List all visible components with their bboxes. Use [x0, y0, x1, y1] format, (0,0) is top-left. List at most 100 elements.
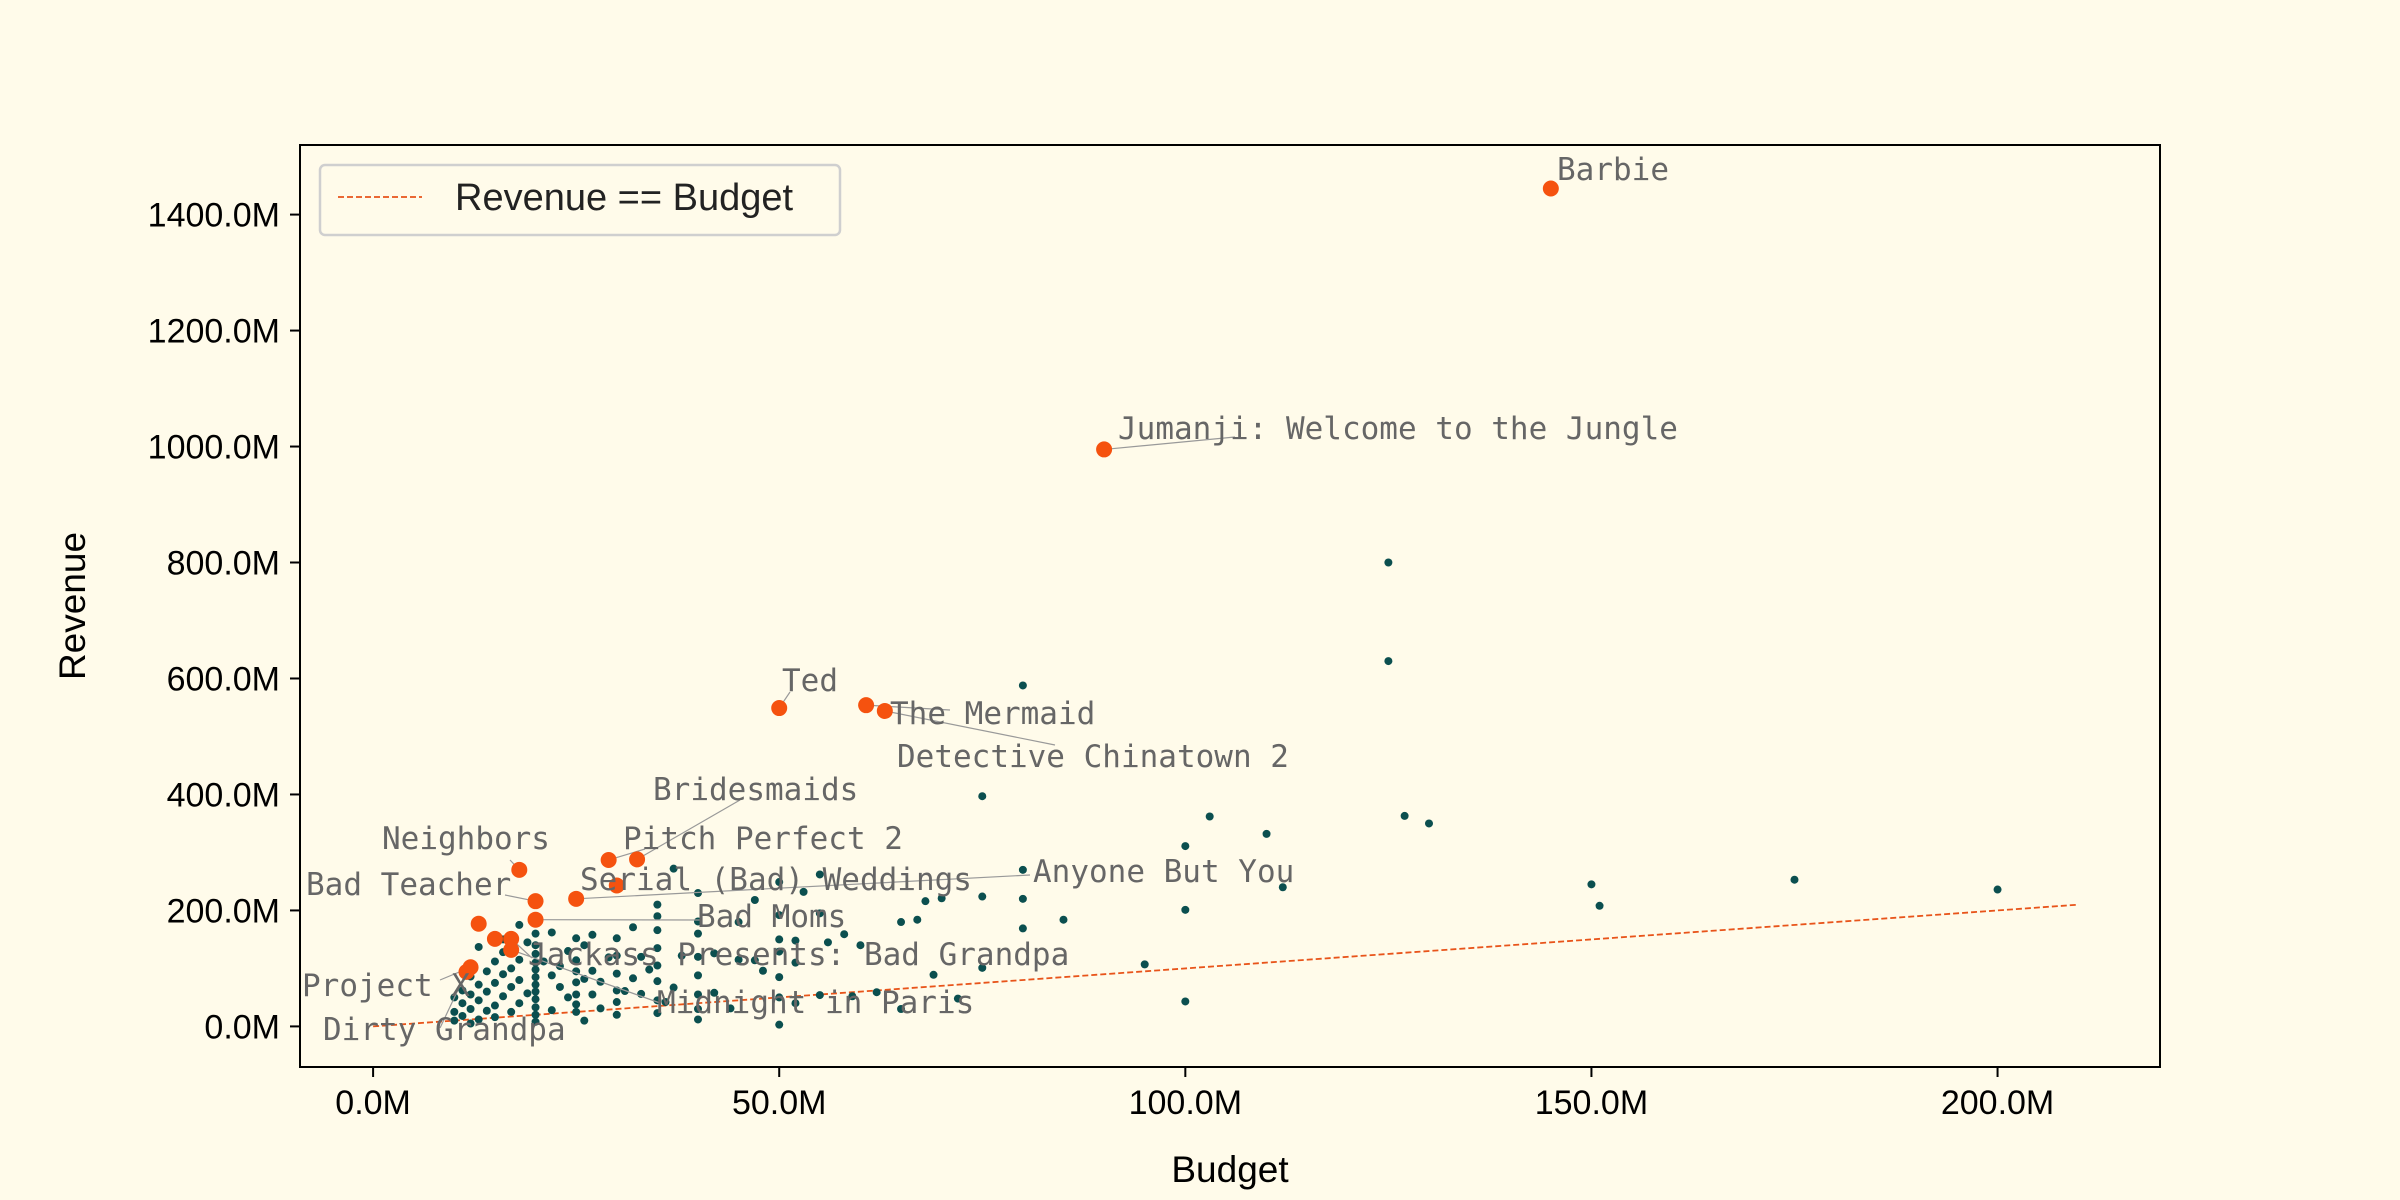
data-point: [531, 1017, 540, 1026]
data-point: [458, 999, 467, 1008]
data-point: [572, 1000, 581, 1009]
highlight-point: [600, 851, 617, 868]
data-point: [580, 1016, 589, 1025]
annotations-layer: Barbie Jumanji: Welcome to the Jungle Ted T…: [302, 152, 1678, 1048]
data-point: [734, 955, 743, 964]
data-point: [507, 964, 516, 973]
data-point: [1993, 885, 2002, 894]
data-point: [507, 982, 516, 991]
data-point: [588, 966, 597, 975]
data-point: [653, 926, 662, 935]
data-point: [629, 923, 638, 932]
y-tick-label: 1400.0M: [148, 197, 280, 235]
data-point: [531, 987, 540, 996]
y-tick-label: 1200.0M: [148, 313, 280, 351]
data-point: [872, 988, 881, 997]
x-tick-label: 0.0M: [335, 1084, 411, 1122]
points-layer: [450, 558, 2002, 1029]
data-point: [693, 990, 702, 999]
data-point: [531, 929, 540, 938]
data-point: [710, 949, 719, 958]
data-point: [531, 1003, 540, 1012]
data-point: [612, 951, 621, 960]
highlight-point: [503, 930, 520, 947]
data-point: [653, 944, 662, 953]
data-point: [507, 1007, 516, 1016]
annotation-label: Pitch Perfect 2: [623, 821, 903, 857]
data-point: [572, 934, 581, 943]
legend-label: Revenue == Budget: [455, 177, 793, 219]
data-point: [531, 958, 540, 967]
data-point: [693, 1005, 702, 1014]
plot-frame: [299, 144, 2161, 1068]
y-axis-title: Revenue: [52, 532, 93, 680]
data-point: [1400, 811, 1409, 820]
highlight-point: [511, 861, 528, 878]
data-point: [669, 864, 678, 873]
x-tick-label: 200.0M: [1941, 1084, 2054, 1122]
annotation-label: Dirty Grandpa: [323, 1012, 566, 1048]
data-point: [653, 1009, 662, 1018]
data-point: [482, 967, 491, 976]
data-point: [564, 947, 573, 956]
data-point: [669, 983, 678, 992]
y-tick-label: 200.0M: [167, 892, 280, 930]
data-point: [693, 952, 702, 961]
data-point: [458, 1011, 467, 1020]
highlight-point: [458, 963, 475, 980]
data-point: [856, 941, 865, 950]
data-point: [897, 918, 906, 927]
data-point: [555, 982, 564, 991]
data-point: [1384, 657, 1393, 666]
data-point: [978, 792, 987, 801]
y-tick-label: 0.0M: [204, 1008, 280, 1046]
data-point: [572, 990, 581, 999]
highlight-point: [608, 877, 625, 894]
data-point: [645, 965, 654, 974]
data-point: [775, 878, 784, 887]
highlight-point: [629, 851, 646, 868]
data-point: [775, 993, 784, 1002]
data-point: [1587, 880, 1596, 889]
annotation-label: Anyone But You: [1033, 854, 1294, 890]
data-point: [474, 996, 483, 1005]
x-axis: 0.0M 50.0M 100.0M 150.0M 200.0M: [335, 1067, 2054, 1122]
data-point: [1424, 819, 1433, 828]
reference-line: [373, 903, 2079, 1028]
data-point: [499, 970, 508, 979]
data-point: [1181, 842, 1190, 851]
x-tick-label: 50.0M: [732, 1084, 827, 1122]
annotation-label: Ted: [782, 663, 838, 699]
data-point: [474, 980, 483, 989]
data-point: [490, 1013, 499, 1022]
highlight-point: [1542, 180, 1559, 197]
data-point: [799, 887, 808, 896]
data-point: [531, 1010, 540, 1019]
highlight-point: [876, 702, 893, 719]
data-point: [1018, 894, 1027, 903]
data-point: [474, 1015, 483, 1024]
data-point: [775, 947, 784, 956]
data-point: [515, 976, 524, 985]
data-point: [693, 1015, 702, 1024]
data-point: [515, 920, 524, 929]
data-point: [474, 942, 483, 951]
data-point: [637, 952, 646, 961]
y-tick-label: 1000.0M: [148, 429, 280, 467]
data-point: [531, 949, 540, 958]
data-point: [450, 1007, 459, 1016]
annotation-leader: [576, 874, 1031, 900]
data-point: [612, 969, 621, 978]
data-point: [572, 1007, 581, 1016]
data-point: [523, 989, 532, 998]
data-point: [466, 1019, 475, 1028]
data-point: [490, 978, 499, 987]
data-point: [531, 941, 540, 950]
data-point: [775, 911, 784, 920]
data-point: [547, 928, 556, 937]
data-point: [653, 900, 662, 909]
legend-box: [318, 163, 842, 237]
highlight-point: [486, 930, 503, 947]
y-tick-label: 400.0M: [167, 776, 280, 814]
annotation-label: Bad Teacher: [306, 867, 511, 903]
